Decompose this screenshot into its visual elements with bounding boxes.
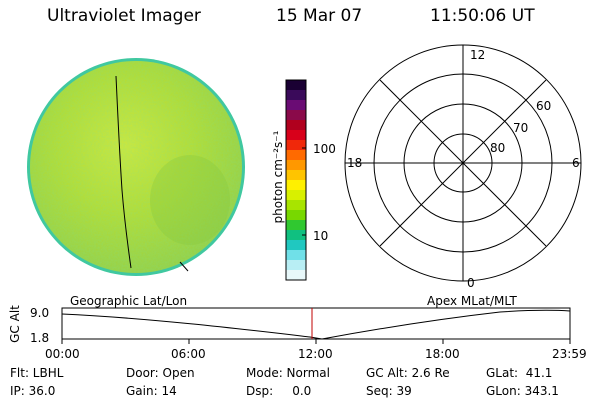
gc-alt-info: GC Alt: 2.6 Re: [366, 366, 450, 380]
apex-coords-label: Apex MLat/MLT: [427, 294, 517, 308]
colorbar-unit-label: photon cm⁻²s⁻¹: [271, 130, 285, 224]
instrument-title: Ultraviolet Imager: [47, 6, 201, 26]
colorbar-frame: [285, 79, 307, 281]
polar-label-mlt-18: 18: [347, 156, 363, 170]
gc-alt-axis-label: GC Alt: [8, 305, 22, 343]
colorbar-segment: [286, 130, 306, 141]
colorbar-segment: [286, 230, 306, 241]
dsp-info: Dsp: 0.0: [246, 384, 312, 398]
time-tick: 18:00: [425, 347, 460, 361]
colorbar-segment: [286, 100, 306, 111]
gc-alt-bottom-value: 1.8: [30, 331, 50, 345]
mode-info: Mode: Normal: [246, 366, 330, 380]
colorbar-segment: [286, 170, 306, 181]
polar-label-lat-60: 60: [536, 99, 552, 113]
gc-alt-top-value: 9.0: [30, 306, 50, 320]
altitude-curve: [61, 309, 571, 340]
polar-label-mlt-0: 0: [467, 276, 475, 290]
uv-earth-image: [27, 58, 245, 276]
colorbar-segment: [286, 270, 306, 281]
seq-info: Seq: 39: [366, 384, 412, 398]
altitude-timeline: [61, 307, 571, 344]
colorbar-segment: [286, 150, 306, 161]
image-time: 11:50:06 UT: [430, 6, 535, 26]
colorbar-segment: [286, 200, 306, 211]
colorbar-segment: [286, 260, 306, 271]
time-tick: 00:00: [45, 347, 80, 361]
colorbar-segment: [286, 210, 306, 221]
colorbar-segment: [286, 180, 306, 191]
ip-info: IP: 36.0: [10, 384, 56, 398]
glon-info: GLon: 343.1: [486, 384, 559, 398]
terminator-line: [115, 75, 132, 269]
colorbar-segment: [286, 190, 306, 201]
colorbar-segment: [286, 90, 306, 101]
polar-label-lat-70: 70: [513, 121, 529, 135]
colorbar-segment: [286, 140, 306, 151]
time-tick: 06:00: [171, 347, 206, 361]
colorbar-segment: [286, 120, 306, 131]
colorbar-segment: [286, 240, 306, 251]
colorbar-tick-100: 100: [313, 142, 336, 156]
polar-label-mlt-6: 6: [572, 156, 580, 170]
colorbar-segment: [286, 110, 306, 121]
geographic-coords-label: Geographic Lat/Lon: [70, 294, 188, 308]
polar-label-lat-80: 80: [490, 141, 506, 155]
image-date: 15 Mar 07: [276, 6, 363, 26]
color-scale-bar: [285, 79, 307, 281]
colorbar-segment: [286, 220, 306, 231]
colorbar-tick-10: 10: [313, 229, 329, 243]
filter-info: Flt: LBHL: [10, 366, 64, 380]
time-tick: 12:00: [298, 347, 333, 361]
time-tick: 23:59: [552, 347, 587, 361]
colorbar-segment: [286, 160, 306, 171]
door-info: Door: Open: [126, 366, 195, 380]
polar-label-mlt-12: 12: [470, 48, 486, 62]
glat-info: GLat: 41.1: [486, 366, 553, 380]
colorbar-segment: [286, 80, 306, 91]
gain-info: Gain: 14: [126, 384, 177, 398]
mlat-mlt-polar-grid: [344, 44, 582, 282]
colorbar-segment: [286, 250, 306, 261]
